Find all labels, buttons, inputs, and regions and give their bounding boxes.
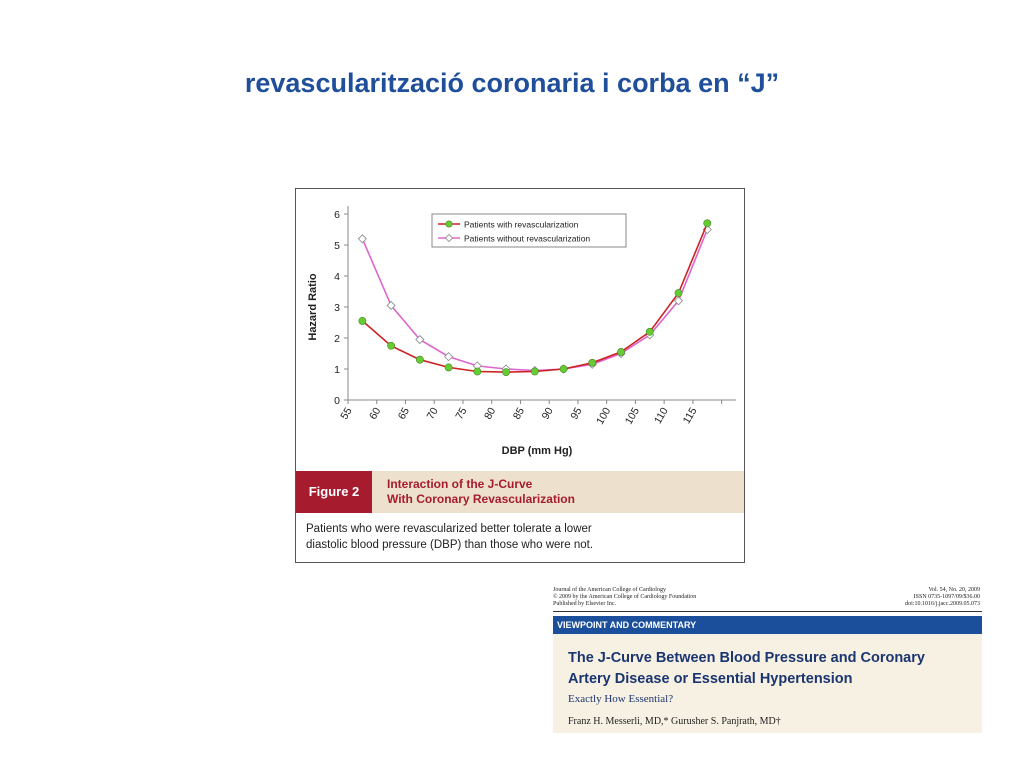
x-tick-label: 60	[367, 405, 383, 421]
data-point-norevasc	[444, 352, 454, 362]
journal-info: Journal of the American College of Cardi…	[553, 587, 803, 608]
data-point-norevasc	[673, 296, 684, 306]
article-title-area: The J-Curve Between Blood Pressure and C…	[553, 634, 982, 733]
x-tick-label: 100	[594, 405, 613, 426]
x-tick-label: 70	[425, 405, 441, 421]
data-point-revasc	[588, 358, 597, 367]
journal-line: Published by Elsevier Inc.	[553, 601, 616, 607]
figure-label: Figure 2	[296, 471, 372, 513]
data-point-revasc	[559, 365, 568, 373]
data-point-norevasc	[415, 334, 425, 345]
legend-marker-revasc	[445, 220, 453, 228]
y-tick-label: 6	[334, 209, 340, 221]
x-tick-label: 85	[511, 405, 527, 421]
journal-line: © 2009 by the American College of Cardio…	[553, 594, 697, 600]
x-tick-label: 55	[338, 405, 354, 421]
article-title: The J-Curve Between Blood Pressure and C…	[568, 648, 968, 690]
data-point-revasc	[645, 327, 654, 336]
x-tick-label: 80	[482, 405, 498, 421]
x-tick-label: 115	[681, 405, 700, 426]
figure-panel: 0 1 2 3 4 5 6 55 60 65 70 75 80 85 90 95 100 105 110 115 P…	[295, 188, 745, 563]
data-point-revasc	[703, 219, 712, 228]
data-point-norevasc	[386, 300, 396, 311]
figure-title-line2: With Coronary Revascularization	[387, 492, 575, 506]
meta-line: Vol. 54, No. 20, 2009	[928, 587, 980, 593]
journal-line: Journal of the American College of Cardi…	[553, 587, 666, 593]
y-tick-label: 5	[334, 240, 340, 252]
data-point-revasc	[674, 289, 683, 297]
x-tick-label: 65	[396, 405, 412, 421]
article-excerpt: Journal of the American College of Cardi…	[553, 585, 982, 733]
y-ticks: 0 1 2 3 4 5 6	[334, 209, 348, 407]
legend-label-norevasc: Patients without revascularization	[464, 234, 590, 244]
figure-description-line1: Patients who were revascularized better …	[306, 523, 592, 535]
data-point-revasc	[358, 317, 367, 325]
series-layer	[357, 219, 712, 376]
hazard-ratio-chart: 0 1 2 3 4 5 6 55 60 65 70 75 80 85 90 95 100 105 110 115 P…	[307, 206, 736, 457]
y-tick-label: 0	[334, 395, 340, 407]
journal-meta: Vol. 54, No. 20, 2009 ISSN 0735-1097/09/…	[830, 587, 980, 608]
section-banner: VIEWPOINT AND COMMENTARY	[553, 616, 982, 634]
article-title-line2: Artery Disease or Essential Hypertension	[568, 671, 853, 687]
chart-axes	[347, 206, 736, 401]
y-tick-label: 2	[334, 333, 340, 345]
x-axis-label: DBP (mm Hg)	[502, 445, 573, 457]
figure-description: Patients who were revascularized better …	[306, 521, 736, 553]
meta-line: ISSN 0735-1097/09/$36.00	[913, 594, 980, 600]
data-point-revasc	[473, 367, 482, 376]
figure-title: Interaction of the J-Curve With Coronary…	[387, 477, 737, 507]
data-point-revasc	[444, 363, 453, 372]
x-tick-label: 95	[568, 405, 584, 421]
data-point-revasc	[502, 368, 510, 376]
y-axis-label: Hazard Ratio	[307, 273, 319, 341]
article-title-line1: The J-Curve Between Blood Pressure and C…	[568, 650, 925, 666]
y-tick-label: 3	[334, 302, 340, 314]
header-rule	[553, 611, 982, 612]
x-tick-label: 90	[540, 405, 556, 421]
x-tick-label: 110	[652, 405, 671, 426]
figure-description-line2: diastolic blood pressure (DBP) than thos…	[306, 539, 594, 551]
article-authors: Franz H. Messerli, MD,* Gurusher S. Panj…	[568, 716, 781, 727]
y-tick-label: 1	[334, 364, 340, 376]
data-point-revasc	[617, 348, 625, 356]
series-line-norevasc	[361, 229, 709, 372]
data-point-revasc	[387, 341, 396, 350]
article-subtitle: Exactly How Essential?	[568, 693, 674, 705]
meta-line: doi:10.1016/j.jacc.2009.05.073	[905, 601, 980, 607]
legend-box	[431, 213, 627, 248]
y-tick-label: 4	[334, 271, 340, 283]
x-tick-label: 105	[623, 405, 642, 426]
data-point-norevasc	[357, 234, 367, 244]
legend-label-revasc: Patients with revascularization	[464, 220, 579, 230]
figure-title-line1: Interaction of the J-Curve	[387, 477, 533, 491]
x-tick-label: 75	[453, 405, 469, 421]
data-point-revasc	[415, 355, 424, 364]
x-ticks: 55 60 65 70 75 80 85 90 95 100 105 110 115	[338, 400, 723, 427]
data-point-revasc	[530, 367, 539, 376]
legend-marker-norevasc	[444, 233, 454, 243]
slide-title: revascularització coronaria i corba en “…	[244, 68, 780, 98]
chart-legend: Patients with revascularization Patients…	[431, 213, 627, 248]
